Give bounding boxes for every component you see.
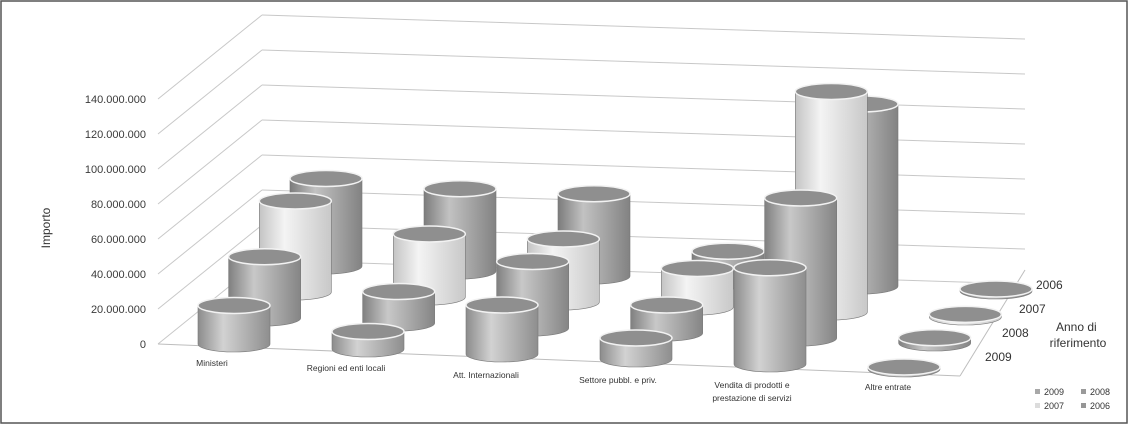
y-tick-label: 40.000.000 [91,269,146,281]
legend-label: 2009 [1044,387,1064,397]
y-axis-title: Importo [39,207,53,248]
depth-label-2006: 2006 [1036,278,1063,292]
y-tick-label: 60.000.000 [91,234,146,246]
depth-axis-title: Anno di riferimento [1050,320,1107,350]
category-labels: Ministeri Regioni ed enti locali Att. Inte… [196,358,911,403]
category-label: Vendita di prodotti e prestazione di serv… [712,380,791,403]
depth-label-2009: 2009 [985,350,1012,364]
bar-2009-1 [197,296,271,353]
legend-item-2008: 2008 [1081,387,1110,397]
y-tick-label: 120.000.000 [85,129,146,141]
depth-axis-labels: 2009 2008 2007 2006 [985,278,1063,364]
legend: 2009 2008 2007 2006 [1035,387,1110,411]
category-label: Regioni ed enti locali [307,363,386,373]
y-tick-label: 0 [140,339,146,351]
y-tick-label: 80.000.000 [91,199,146,211]
category-label: Ministeri [196,358,228,368]
legend-label: 2007 [1044,401,1064,411]
category-label: Att. Internazionali [453,370,519,380]
y-tick-label: 100.000.000 [85,164,146,176]
bar-2006-6 [959,280,1033,300]
bar-2008-6 [897,329,972,352]
bar-2008-2 [361,282,436,332]
legend-item-2006: 2006 [1081,401,1110,411]
bar-2009-3 [465,296,539,363]
depth-label-2008: 2008 [1002,326,1029,340]
legend-label: 2008 [1090,387,1110,397]
category-label: Settore pubbl. e priv. [579,375,657,385]
legend-item-2009: 2009 [1035,387,1064,397]
y-tick-labels: 0 20.000.000 40.000.000 60.000.000 80.000.00… [85,94,146,351]
bars [197,82,1033,378]
bar-2009-4 [599,329,673,368]
bar-2009-2 [331,322,405,358]
y-tick-label: 140.000.000 [85,94,146,106]
legend-label: 2006 [1090,401,1110,411]
y-tick-label: 20.000.000 [91,304,146,316]
bar-2007-6 [928,305,1003,326]
bar-2009-5 [733,259,807,373]
depth-label-2007: 2007 [1019,302,1046,316]
legend-item-2007: 2007 [1035,401,1064,411]
category-label: Altre entrate [865,382,912,392]
bar-2009-6 [867,358,941,378]
